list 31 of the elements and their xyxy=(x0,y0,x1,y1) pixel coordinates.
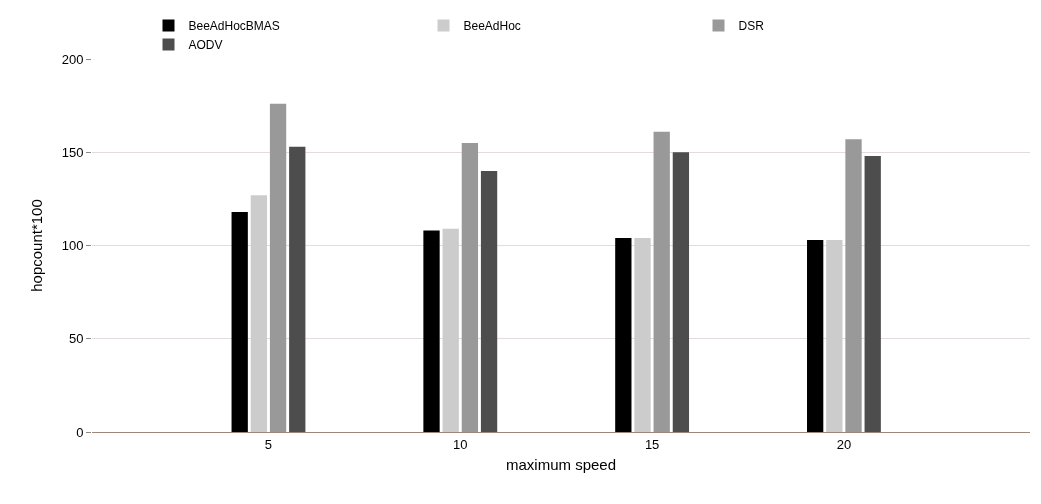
x-tick-label: 15 xyxy=(644,436,660,452)
bar xyxy=(480,170,498,432)
bar xyxy=(250,195,268,432)
bar xyxy=(289,146,306,432)
bar xyxy=(442,228,459,432)
bar xyxy=(634,238,651,432)
y-tick-label: 50 xyxy=(68,331,84,347)
y-tick-label: 0 xyxy=(76,424,84,440)
x-tick-label: 10 xyxy=(453,436,468,452)
legend-label: DSR xyxy=(738,19,765,34)
y-tick-label: 200 xyxy=(61,51,84,67)
legend-label: BeeAdHocBMAS xyxy=(188,19,280,34)
y-tick-label: 150 xyxy=(61,144,84,160)
x-tick-label: 20 xyxy=(836,436,852,452)
bar xyxy=(423,230,440,432)
bar xyxy=(231,211,248,432)
bar xyxy=(461,142,479,432)
bar xyxy=(653,131,670,432)
x-tick-label: 5 xyxy=(264,436,273,452)
bar xyxy=(845,139,862,432)
y-tick-label: 100 xyxy=(61,238,84,254)
bar xyxy=(615,238,632,432)
bar xyxy=(864,155,881,432)
bar xyxy=(672,152,690,432)
legend-label: BeeAdHoc xyxy=(463,19,521,34)
bar xyxy=(269,103,287,432)
x-axis-title: maximum speed xyxy=(505,455,617,473)
legend-label: AODV xyxy=(188,38,223,53)
bar xyxy=(826,239,843,432)
y-axis-title: hopcount*100 xyxy=(27,199,45,292)
bar xyxy=(807,239,824,432)
